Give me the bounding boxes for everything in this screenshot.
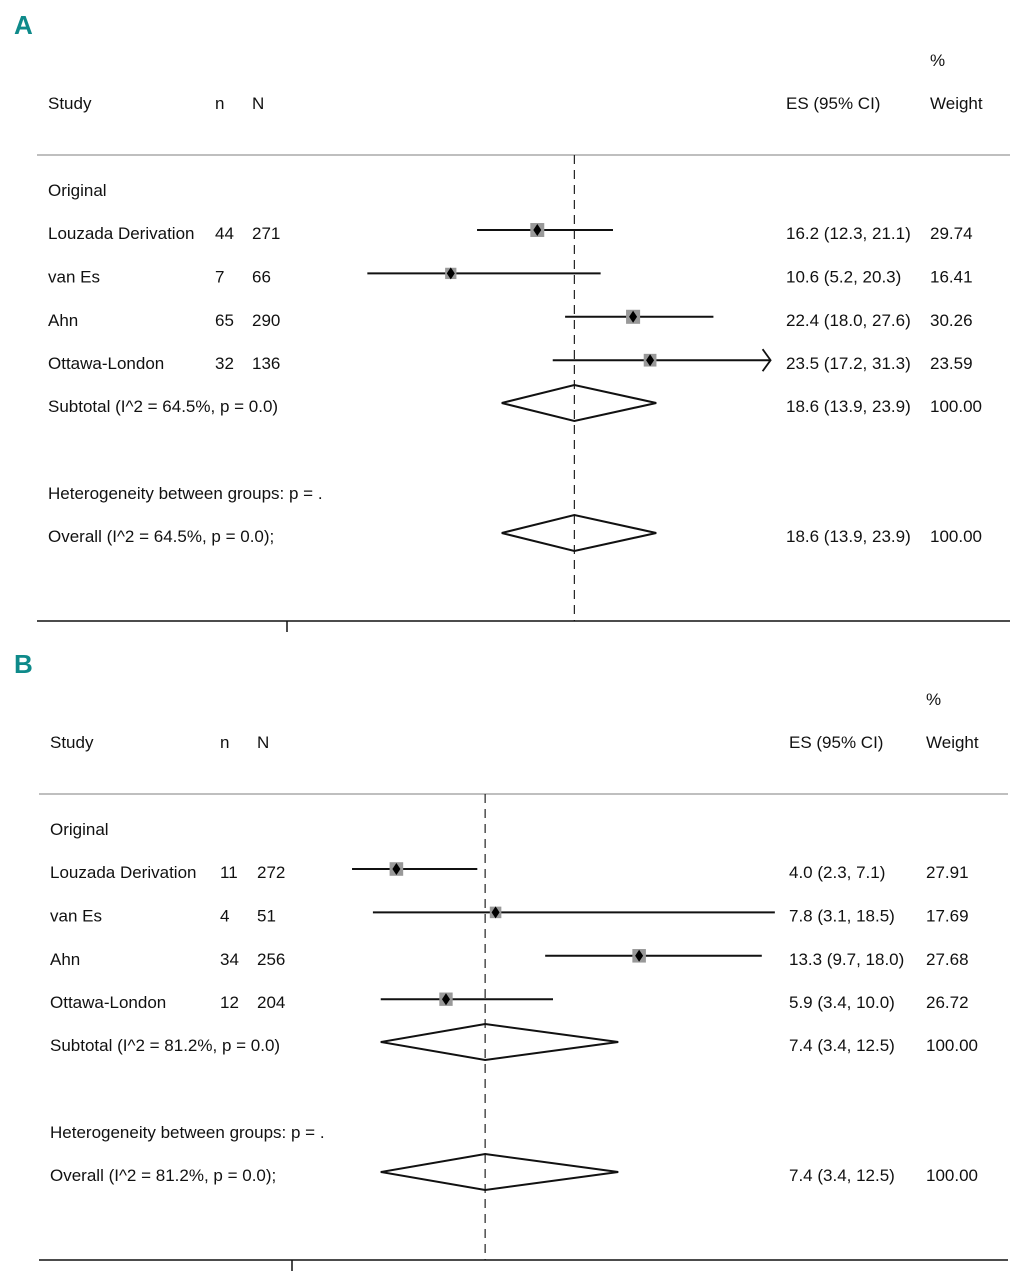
header-weight: Weight xyxy=(930,94,983,113)
header-n: n xyxy=(220,733,229,752)
panel-label: B xyxy=(14,649,33,679)
study-n: 7 xyxy=(215,267,224,286)
study-es: 22.4 (18.0, 27.6) xyxy=(786,311,911,330)
study-N: 136 xyxy=(252,354,280,373)
study-es: 5.9 (3.4, 10.0) xyxy=(789,993,895,1012)
ci-arrow xyxy=(761,348,772,372)
study-N: 290 xyxy=(252,311,280,330)
overall-label: Overall (I^2 = 64.5%, p = 0.0); xyxy=(48,527,274,546)
study-name: van Es xyxy=(48,267,100,286)
point-estimate xyxy=(491,906,500,919)
point-estimate xyxy=(646,354,655,367)
study-name: Ahn xyxy=(48,311,78,330)
study-es: 16.2 (12.3, 21.1) xyxy=(786,224,911,243)
study-es: 7.8 (3.1, 18.5) xyxy=(789,906,895,925)
overall-label: Overall (I^2 = 81.2%, p = 0.0); xyxy=(50,1166,276,1185)
header-es: ES (95% CI) xyxy=(786,94,880,113)
header-study: Study xyxy=(50,733,94,752)
overall-diamond xyxy=(380,1152,619,1192)
heterogeneity-text: Heterogeneity between groups: p = . xyxy=(50,1123,325,1142)
point-estimate xyxy=(629,310,638,323)
study-n: 12 xyxy=(220,993,239,1012)
subtotal-weight: 100.00 xyxy=(926,1036,978,1055)
study-es: 23.5 (17.2, 31.3) xyxy=(786,354,911,373)
study-name: Louzada Derivation xyxy=(50,863,196,882)
overall-diamond xyxy=(501,513,657,553)
header-N: N xyxy=(257,733,269,752)
study-name: van Es xyxy=(50,906,102,925)
overall-weight: 100.00 xyxy=(926,1166,978,1185)
overall-weight: 100.00 xyxy=(930,527,982,546)
header-study: Study xyxy=(48,94,92,113)
study-weight: 17.69 xyxy=(926,906,969,925)
point-estimate xyxy=(441,993,450,1006)
study-n: 32 xyxy=(215,354,234,373)
study-N: 66 xyxy=(252,267,271,286)
study-name: Louzada Derivation xyxy=(48,224,194,243)
panel-label: A xyxy=(14,10,33,40)
group-label: Original xyxy=(50,820,109,839)
overall-es: 7.4 (3.4, 12.5) xyxy=(789,1166,895,1185)
point-estimate xyxy=(446,267,455,280)
subtotal-diamond xyxy=(501,383,657,423)
group-label: Original xyxy=(48,181,107,200)
study-N: 256 xyxy=(257,950,285,969)
point-estimate xyxy=(635,949,644,962)
study-n: 44 xyxy=(215,224,234,243)
header-es: ES (95% CI) xyxy=(789,733,883,752)
study-weight: 30.26 xyxy=(930,311,973,330)
subtotal-label: Subtotal (I^2 = 81.2%, p = 0.0) xyxy=(50,1036,280,1055)
study-n: 11 xyxy=(220,863,238,882)
study-weight: 16.41 xyxy=(930,267,973,286)
header-N: N xyxy=(252,94,264,113)
study-weight: 29.74 xyxy=(930,224,973,243)
heterogeneity-text: Heterogeneity between groups: p = . xyxy=(48,484,323,503)
study-name: Ahn xyxy=(50,950,80,969)
study-weight: 26.72 xyxy=(926,993,969,1012)
study-es: 4.0 (2.3, 7.1) xyxy=(789,863,885,882)
study-es: 13.3 (9.7, 18.0) xyxy=(789,950,904,969)
study-n: 65 xyxy=(215,311,234,330)
header-weight-percent: % xyxy=(930,51,945,70)
study-weight: 23.59 xyxy=(930,354,973,373)
study-n: 34 xyxy=(220,950,239,969)
point-estimate xyxy=(533,224,542,236)
study-N: 51 xyxy=(257,906,276,925)
header-weight: Weight xyxy=(926,733,979,752)
subtotal-label: Subtotal (I^2 = 64.5%, p = 0.0) xyxy=(48,397,278,416)
subtotal-es: 18.6 (13.9, 23.9) xyxy=(786,397,911,416)
overall-es: 18.6 (13.9, 23.9) xyxy=(786,527,911,546)
subtotal-weight: 100.00 xyxy=(930,397,982,416)
study-N: 272 xyxy=(257,863,285,882)
study-n: 4 xyxy=(220,906,229,925)
study-weight: 27.91 xyxy=(926,863,969,882)
point-estimate xyxy=(392,863,401,875)
subtotal-diamond xyxy=(380,1022,619,1062)
study-name: Ottawa-London xyxy=(48,354,164,373)
study-es: 10.6 (5.2, 20.3) xyxy=(786,267,901,286)
study-weight: 27.68 xyxy=(926,950,969,969)
header-n: n xyxy=(215,94,224,113)
study-name: Ottawa-London xyxy=(50,993,166,1012)
header-weight-percent: % xyxy=(926,690,941,709)
study-N: 204 xyxy=(257,993,285,1012)
study-N: 271 xyxy=(252,224,280,243)
subtotal-es: 7.4 (3.4, 12.5) xyxy=(789,1036,895,1055)
